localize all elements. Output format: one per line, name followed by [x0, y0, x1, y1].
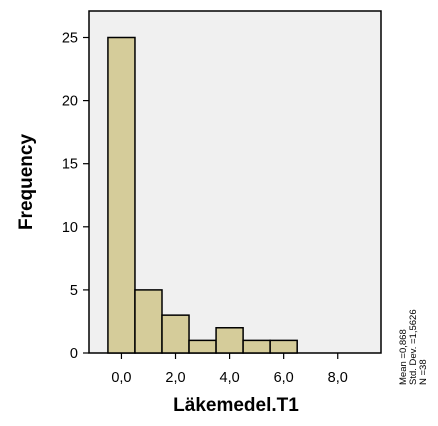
- x-tick-label: 6,0: [274, 370, 294, 386]
- x-axis-title: Läkemedel.T1: [173, 395, 299, 416]
- x-axis: 0,0 2,0 4,0 6,0 8,0: [111, 353, 348, 386]
- histogram-bar-4: [215, 327, 244, 354]
- y-tick-label: 0: [70, 346, 78, 362]
- histogram-bar-2: [161, 314, 190, 354]
- stats-mean: Mean =0,868: [398, 329, 409, 385]
- stats-block: Mean =0,868 Std. Dev. =1,5626 N =38: [398, 309, 429, 385]
- y-tick-label: 20: [62, 94, 78, 110]
- y-axis-title: Frequency: [16, 134, 37, 231]
- histogram-bar-6: [269, 339, 298, 354]
- y-tick-label: 10: [62, 220, 78, 236]
- y-tick-label: 5: [70, 283, 78, 299]
- x-tick-label: 8,0: [328, 370, 348, 386]
- histogram-bar-0: [107, 36, 136, 354]
- stats-n: N =38: [418, 359, 429, 385]
- x-tick-label: 2,0: [165, 370, 185, 386]
- histogram-bar-5: [242, 339, 271, 354]
- histogram-bar-1: [134, 289, 163, 354]
- y-tick-label: 15: [62, 157, 78, 173]
- histogram-bar-3: [188, 339, 217, 354]
- x-tick-label: 0,0: [111, 370, 131, 386]
- stats-std-dev: Std. Dev. =1,5626: [408, 309, 419, 385]
- x-tick-label: 4,0: [220, 370, 240, 386]
- y-axis: 0 5 10 15 20 25: [62, 31, 89, 362]
- histogram-bars: [107, 36, 298, 354]
- y-tick-label: 25: [62, 31, 78, 47]
